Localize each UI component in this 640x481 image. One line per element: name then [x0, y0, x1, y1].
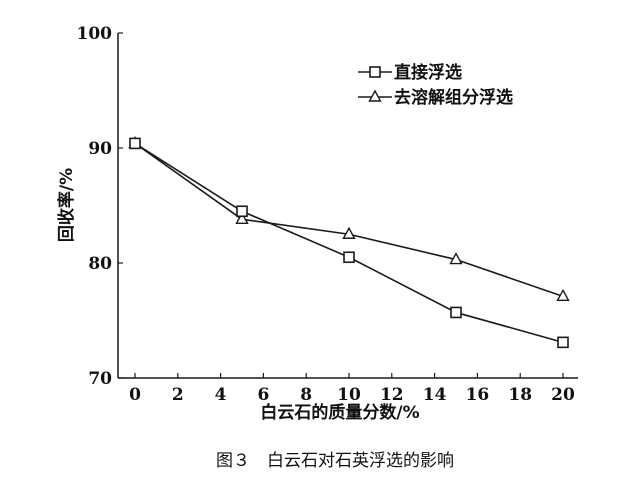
- x-tick-label: 6: [257, 385, 269, 405]
- y-tick-label: 80: [88, 254, 112, 274]
- axes: [117, 33, 578, 379]
- legend-item: 直接浮选: [358, 62, 462, 83]
- legend-label: 去溶解组分浮选: [394, 87, 513, 108]
- x-axis-label: 白云石的质量分数/%: [260, 402, 419, 423]
- triangle-marker: [368, 89, 382, 102]
- ticks: 0 2 4 6 8 10 12 14 16 18 20 70 80 90 100: [77, 24, 575, 405]
- square-marker: [557, 336, 569, 349]
- y-tick-label: 100: [77, 24, 113, 44]
- series-line: [134, 142, 564, 344]
- series: [128, 135, 570, 349]
- series-triangle: [128, 135, 570, 302]
- y-axis-label: 回收率/%: [56, 168, 77, 242]
- x-tick-label: 20: [551, 385, 575, 405]
- x-tick-label: 0: [129, 385, 141, 405]
- square-marker: [236, 205, 248, 218]
- x-tick-label: 4: [215, 385, 227, 405]
- square-marker: [450, 306, 462, 319]
- figure-caption: 图３ 白云石对石英浮选的影响: [216, 451, 454, 471]
- x-tick-label: 14: [423, 385, 447, 405]
- series-line: [134, 142, 564, 298]
- x-tick-label: 18: [508, 385, 532, 405]
- x-tick-label: 16: [466, 385, 490, 405]
- triangle-marker: [235, 211, 249, 225]
- triangle-marker: [449, 252, 463, 265]
- x-tick-label: 12: [380, 385, 404, 405]
- y-tick-label: 90: [88, 139, 112, 159]
- series-square: [129, 137, 569, 349]
- y-tick-label: 70: [88, 369, 112, 389]
- square-marker: [343, 251, 355, 264]
- square-marker: [129, 137, 141, 150]
- triangle-marker: [556, 288, 570, 302]
- square-marker: [369, 66, 381, 78]
- x-tick-label: 8: [300, 385, 312, 405]
- x-tick-label: 2: [172, 385, 184, 405]
- legend-item: 去溶解组分浮选: [358, 87, 513, 108]
- x-tick-label: 10: [337, 385, 361, 405]
- triangle-marker: [342, 226, 356, 239]
- legend-label: 直接浮选: [394, 62, 462, 83]
